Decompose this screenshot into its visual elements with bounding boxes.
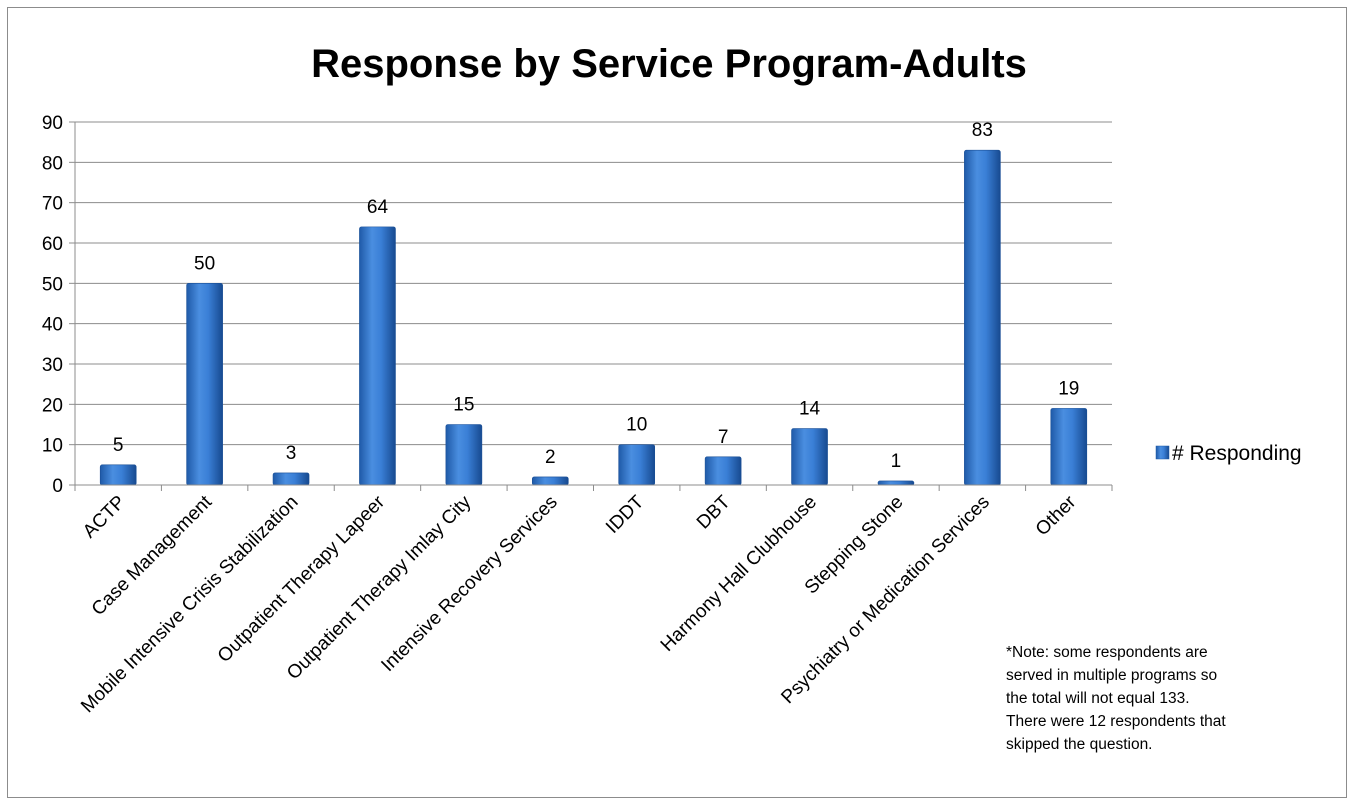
y-tick-label: 60 [42, 234, 63, 255]
y-tick-label: 0 [52, 476, 63, 497]
footnote-line: *Note: some respondents are [1006, 644, 1208, 661]
bar [964, 149, 1001, 486]
data-label: 50 [194, 253, 215, 274]
data-label: 15 [453, 395, 474, 416]
bar [445, 424, 483, 486]
footnote-line: the total will not equal 133. [1006, 690, 1190, 707]
data-label: 3 [286, 443, 297, 464]
y-tick-label: 90 [42, 113, 63, 134]
legend-swatch [1155, 445, 1170, 460]
data-label: 19 [1058, 378, 1079, 399]
legend: # Responding [1155, 442, 1302, 465]
chart-title: Response by Service Program-Adults [311, 42, 1027, 86]
y-tick-label: 30 [42, 355, 63, 376]
y-tick-label: 20 [42, 395, 63, 416]
footnote-line: served in multiple programs so [1006, 667, 1218, 684]
bar [186, 283, 223, 486]
x-category-label: Outpatient Therapy Imlay City [283, 491, 476, 684]
bar [99, 464, 137, 486]
bar [791, 428, 828, 486]
data-label: 10 [626, 415, 647, 436]
bar [1050, 408, 1088, 486]
x-category-label: IDDT [602, 491, 648, 537]
bar [359, 226, 396, 486]
data-label: 83 [972, 120, 993, 141]
data-label: 5 [113, 435, 124, 456]
x-category-label: DBT [693, 491, 735, 533]
bar [618, 444, 656, 486]
bar [531, 476, 569, 486]
y-tick-label: 40 [42, 315, 63, 336]
footnote-line: skipped the question. [1006, 736, 1153, 753]
data-label: 14 [799, 399, 821, 420]
data-label: 64 [367, 197, 389, 218]
y-tick-label: 50 [42, 274, 63, 295]
bar [272, 472, 310, 486]
y-tick-label: 70 [42, 194, 63, 215]
data-label: 1 [891, 451, 902, 472]
x-category-label: Outpatient Therapy Lapeer [214, 491, 390, 667]
data-label: 2 [545, 447, 556, 468]
footnote: *Note: some respondents are served in mu… [1006, 641, 1306, 756]
legend-label: # Responding [1172, 442, 1302, 465]
gridlines [75, 121, 1112, 446]
footnote-line: There were 12 respondents that [1006, 713, 1226, 730]
data-label: 7 [718, 427, 729, 448]
bars: 5 50 3 64 15 2 10 7 14 1 83 19 [99, 120, 1088, 486]
x-category-label: Other [1032, 491, 1081, 540]
y-axis: 0 10 20 30 40 50 60 70 80 90 [42, 113, 76, 497]
x-category-label: Intensive Recovery Services [377, 492, 561, 676]
bar [877, 480, 915, 486]
x-category-label: Harmony Hall Clubhouse [657, 492, 821, 656]
chart-frame [7, 7, 1347, 798]
y-tick-label: 10 [42, 436, 63, 457]
y-tick-label: 80 [42, 153, 63, 174]
bar [704, 456, 742, 486]
x-category-label: ACTP [79, 492, 130, 543]
